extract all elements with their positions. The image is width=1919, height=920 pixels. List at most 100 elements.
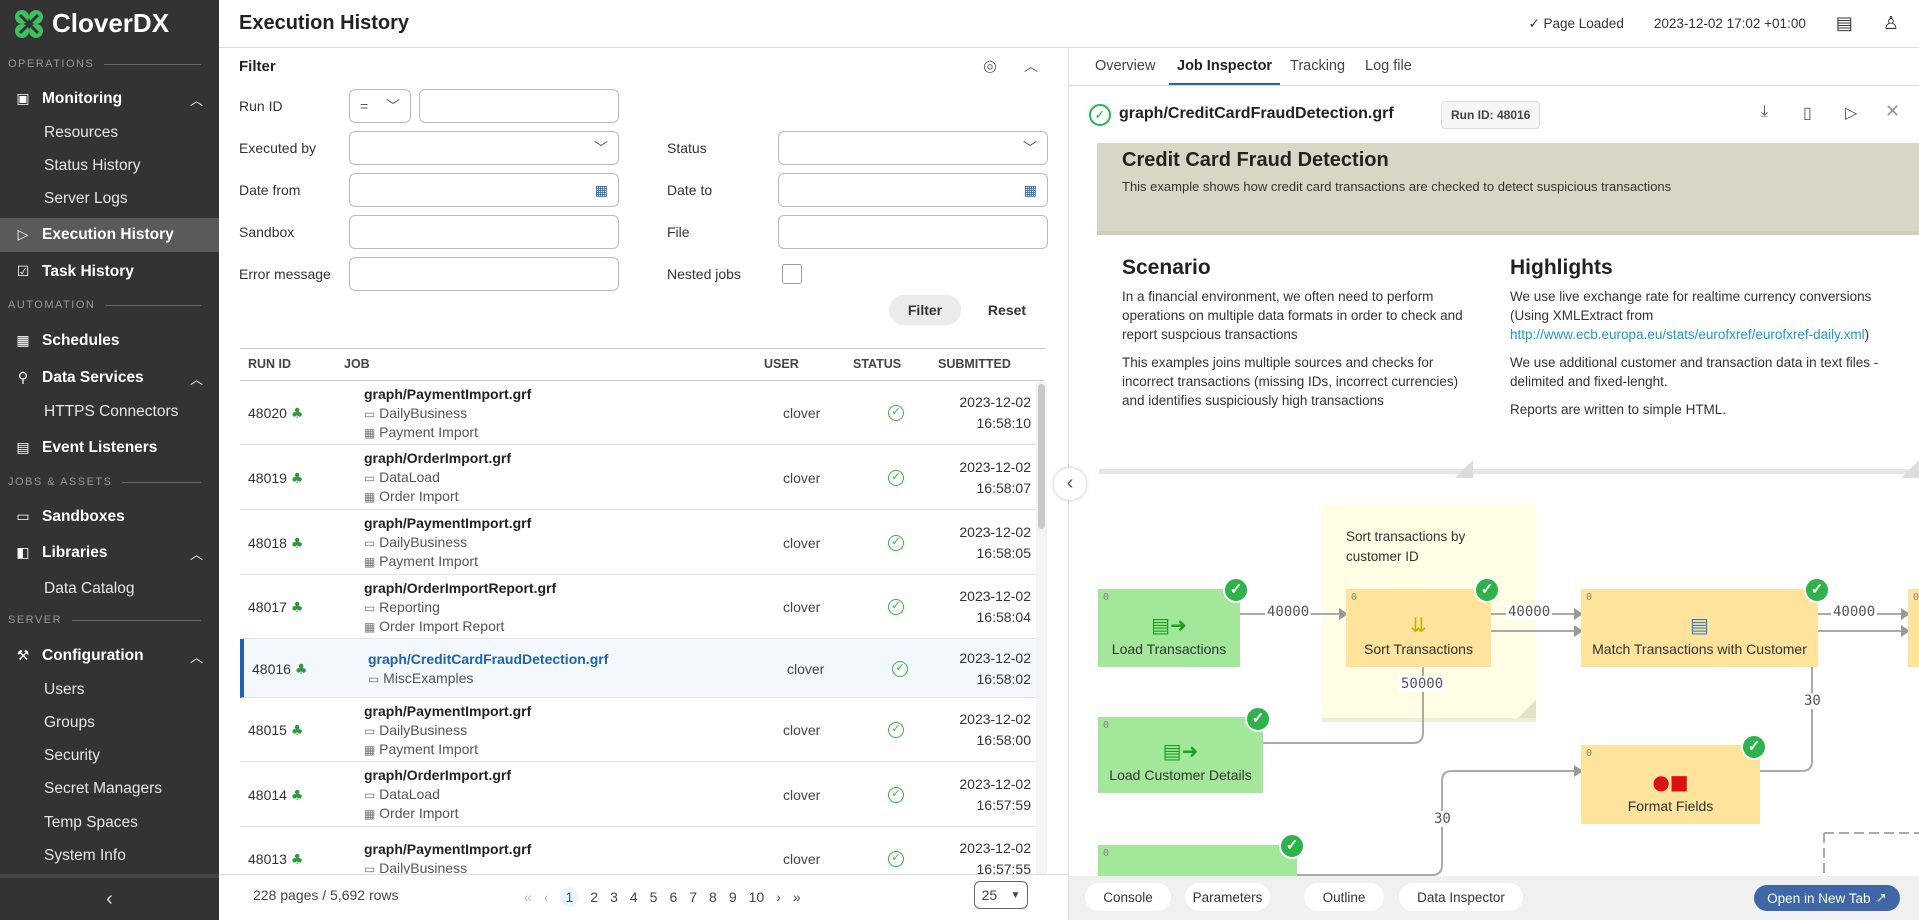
run-id-operator-select[interactable]: = ﹀ [349, 89, 411, 123]
tab-job-inspector[interactable]: Job Inspector [1169, 58, 1281, 86]
first-page-button[interactable]: « [524, 889, 532, 905]
table-row[interactable]: 48013 ♣ graph/PaymentImport.grf ▭ DailyBu… [240, 827, 1045, 874]
sidebar-item-data-catalog[interactable]: Data Catalog [44, 580, 135, 597]
calendar-icon[interactable]: ▦ [594, 181, 608, 198]
sidebar-item-status-history[interactable]: Status History [44, 157, 141, 174]
open-in-new-tab-button[interactable]: Open in New Tab ↗ [1754, 885, 1900, 911]
sidebar-item-data-services[interactable]: ⚲ Data Services ︿ [0, 361, 219, 395]
page-7[interactable]: 7 [689, 889, 698, 905]
table-row[interactable]: 48017 ♣ graph/OrderImportReport.grf ▭ Rep… [240, 575, 1045, 639]
run-id-input[interactable] [419, 89, 619, 123]
table-row[interactable]: 48018 ♣ graph/PaymentImport.grf ▭ DailyBu… [240, 510, 1045, 575]
col-status[interactable]: STATUS [853, 357, 902, 371]
sidebar-item-sandboxes[interactable]: ▭ Sandboxes [0, 500, 219, 534]
archive-icon[interactable]: ▯ [1803, 105, 1812, 122]
nested-jobs-checkbox[interactable] [782, 264, 802, 284]
col-user[interactable]: USER [764, 357, 799, 371]
page-size-select[interactable]: 25 ▼ [974, 881, 1028, 909]
job-path[interactable]: graph/PaymentImport.grf [364, 841, 532, 857]
node-format-fields[interactable]: 0 ●■ Format Fields [1581, 745, 1760, 824]
tab-overview[interactable]: Overview [1095, 58, 1156, 74]
table-row[interactable]: 48016 ♣ graph/CreditCardFraudDetection.g… [240, 639, 1045, 698]
executed-by-select[interactable]: ﹀ [349, 131, 619, 165]
graph-canvas[interactable]: Credit Card Fraud Detection This example… [1069, 143, 1919, 878]
table-row[interactable]: 48019 ♣ graph/OrderImport.grf ▭ DataLoad ▦… [240, 445, 1045, 510]
download-icon[interactable]: ⤓ [1761, 103, 1769, 120]
sidebar-item-groups[interactable]: Groups [44, 714, 95, 731]
sidebar-item-users[interactable]: Users [44, 681, 85, 698]
file-input[interactable] [778, 215, 1048, 249]
prev-page-button[interactable]: ‹ [543, 889, 549, 905]
chevron-up-icon[interactable]: ︿ [189, 92, 203, 108]
error-message-input[interactable] [349, 257, 619, 291]
job-path[interactable]: graph/CreditCardFraudDetection.grf [368, 651, 609, 667]
sidebar-item-resources[interactable]: Resources [44, 124, 119, 141]
collapse-sidebar-button[interactable]: ‹ [0, 874, 219, 920]
sidebar-item-secret-managers[interactable]: Secret Managers [44, 780, 163, 797]
page-4[interactable]: 4 [629, 889, 638, 905]
page-10[interactable]: 10 [748, 889, 765, 905]
job-path[interactable]: graph/OrderImportReport.grf [364, 580, 557, 596]
chevron-up-icon[interactable]: ︿ [189, 649, 203, 665]
next-page-button[interactable]: › [776, 889, 781, 905]
tab-log-file[interactable]: Log file [1365, 58, 1412, 74]
date-from-input[interactable]: ▦ [349, 173, 619, 207]
job-path[interactable]: graph/PaymentImport.grf [364, 703, 532, 719]
sidebar-item-monitoring[interactable]: ▣ Monitoring ︿ [0, 82, 219, 116]
settings-icon[interactable]: ◎ [983, 58, 997, 75]
parameters-button[interactable]: Parameters [1185, 883, 1270, 911]
sidebar-item-server-logs[interactable]: Server Logs [44, 190, 128, 207]
sandbox-input[interactable] [349, 215, 619, 249]
notes-icon[interactable]: ▤ [1835, 13, 1853, 34]
scrollbar-track[interactable] [1036, 382, 1047, 874]
node-sort-transactions[interactable]: 0 ⇊ Sort Transactions [1346, 589, 1491, 667]
page-9[interactable]: 9 [728, 889, 737, 905]
calendar-icon[interactable]: ▦ [1023, 181, 1037, 198]
table-row[interactable]: 48015 ♣ graph/PaymentImport.grf ▭ DailyBu… [240, 698, 1045, 762]
node-reader[interactable]: 0 [1098, 845, 1297, 878]
collapse-filter-icon[interactable]: ︿ [1024, 58, 1038, 74]
ecb-link[interactable]: http://www.ecb.europa.eu/stats/eurofxref… [1510, 327, 1865, 342]
col-run-id[interactable]: RUN ID [248, 357, 292, 371]
node-match-transactions[interactable]: 0 ▤ Match Transactions with Customer [1581, 589, 1818, 667]
clover-logo[interactable]: CloverDX [14, 8, 169, 39]
sidebar-item-system-info[interactable]: System Info [44, 847, 126, 864]
close-icon[interactable]: ✕ [1885, 101, 1901, 121]
col-job[interactable]: JOB [344, 357, 370, 371]
node-load-transactions[interactable]: 0 ▤➜ Load Transactions [1098, 589, 1240, 667]
chevron-up-icon[interactable]: ︿ [189, 371, 203, 387]
run-icon[interactable]: ▷ [1845, 105, 1858, 122]
status-select[interactable]: ﹀ [778, 131, 1048, 165]
sidebar-item-temp-spaces[interactable]: Temp Spaces [44, 814, 138, 831]
page-2[interactable]: 2 [590, 889, 599, 905]
page-1[interactable]: 1 [560, 887, 579, 907]
sidebar-item-event-listeners[interactable]: ▤ Event Listeners [0, 431, 219, 465]
collapse-list-button[interactable]: ‹ [1054, 468, 1086, 500]
node-load-customer-details[interactable]: 0 ▤➜ Load Customer Details [1098, 717, 1263, 793]
tab-tracking[interactable]: Tracking [1290, 58, 1346, 74]
col-submitted[interactable]: SUBMITTED [938, 357, 1011, 371]
sidebar-item-execution-history[interactable]: ▷ Execution History [0, 218, 219, 252]
reset-button[interactable]: Reset [987, 302, 1027, 318]
data-inspector-button[interactable]: Data Inspector [1399, 883, 1523, 911]
sidebar-item-security[interactable]: Security [44, 747, 100, 764]
job-path[interactable]: graph/PaymentImport.grf [364, 386, 532, 402]
sidebar-item-configuration[interactable]: ⚒ Configuration ︿ [0, 639, 219, 673]
filter-button[interactable]: Filter [889, 295, 961, 325]
console-button[interactable]: Console [1085, 883, 1171, 911]
last-page-button[interactable]: » [792, 889, 801, 905]
job-path[interactable]: graph/OrderImport.grf [364, 450, 512, 466]
page-8[interactable]: 8 [709, 889, 717, 905]
table-row[interactable]: 48014 ♣ graph/OrderImport.grf ▭ DataLoad ▦… [240, 762, 1045, 827]
table-row[interactable]: 48020 ♣ graph/PaymentImport.grf ▭ DailyBu… [240, 381, 1045, 445]
sidebar-item-https-connectors[interactable]: HTTPS Connectors [44, 403, 179, 420]
sidebar-item-task-history[interactable]: ☑ Task History [0, 255, 219, 289]
job-path[interactable]: graph/PaymentImport.grf [364, 515, 532, 531]
job-path[interactable]: graph/OrderImport.grf [364, 767, 512, 783]
outline-button[interactable]: Outline [1304, 883, 1384, 911]
page-5[interactable]: 5 [649, 889, 658, 905]
page-3[interactable]: 3 [610, 889, 618, 905]
node-next[interactable]: 0 [1908, 589, 1919, 667]
user-icon[interactable]: ♙ [1882, 13, 1899, 34]
date-to-input[interactable]: ▦ [778, 173, 1048, 207]
